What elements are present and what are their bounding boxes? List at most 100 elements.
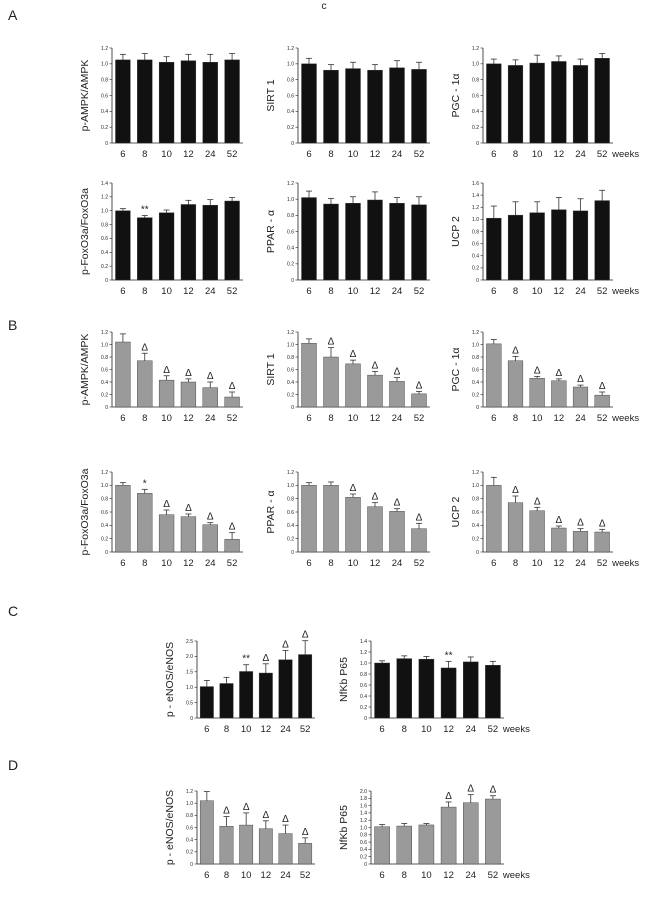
y-tick-label: 0: [476, 278, 479, 284]
y-tick-label: 0.6: [472, 367, 479, 373]
y-tick-label: 1.2: [360, 650, 367, 656]
x-tick-label: 8: [142, 149, 147, 160]
y-axis-label: p - eNOS/eNOS: [164, 790, 176, 865]
x-tick-label: 8: [142, 286, 147, 297]
bar-chart-16: 00.2 0.40.60.8 1.01.21.4 1.61.82.0 NfKb P65 6…: [338, 784, 530, 881]
y-tick-label: 1.2: [186, 789, 193, 795]
x-tick-label: 12: [183, 286, 194, 297]
x-tick-label: 52: [414, 558, 425, 569]
y-tick-label: 0.2: [287, 536, 294, 542]
significance-mark: Δ: [599, 381, 606, 392]
x-tick-label: 6: [120, 413, 125, 424]
x-tick-label: 8: [513, 558, 518, 569]
x-tick-label: 8: [328, 149, 333, 160]
x-tick-label: 8: [328, 558, 333, 569]
x-tick-label: 8: [328, 286, 333, 297]
x-axis-unit-label: weeks: [502, 724, 530, 735]
y-tick-label: 1.8: [360, 796, 367, 802]
x-tick-label: 6: [491, 286, 496, 297]
y-tick-label: 1.2: [472, 205, 479, 211]
y-tick-label: 0.4: [287, 109, 294, 115]
bar: [507, 214, 524, 281]
bar: [463, 661, 479, 719]
x-tick-label: 8: [142, 558, 147, 569]
bar: [411, 69, 427, 144]
y-axis-label: SIRT 1: [265, 79, 277, 111]
y-tick-label: 0: [105, 405, 108, 411]
bar: [323, 485, 339, 553]
y-tick-label: 0.2: [287, 125, 294, 131]
bar: [572, 531, 589, 553]
x-tick-label: 10: [348, 558, 359, 569]
bar: [486, 63, 502, 144]
y-tick-label: 1.2: [287, 181, 294, 187]
bar: [115, 485, 131, 553]
significance-mark: Δ: [512, 345, 519, 356]
bar: [137, 217, 153, 281]
y-tick-label: 1.0: [101, 62, 108, 68]
x-tick-label: 52: [227, 413, 238, 424]
y-tick-label: 0: [105, 141, 108, 147]
x-tick-label: 52: [414, 149, 425, 160]
x-tick-label: 12: [183, 149, 194, 160]
bar: [389, 511, 405, 553]
y-axis-label: UCP 2: [450, 216, 462, 247]
panel-label-b: B: [8, 317, 17, 333]
y-tick-label: 0.2: [101, 392, 108, 398]
bar: [137, 59, 153, 144]
x-tick-label: 12: [261, 870, 272, 881]
x-tick-label: 12: [554, 558, 565, 569]
y-tick-label: 0.8: [472, 496, 479, 502]
x-tick-label: 52: [300, 870, 311, 881]
significance-mark: Δ: [577, 374, 584, 385]
x-tick-label: 52: [597, 149, 608, 160]
y-axis-label: NfKb P65: [338, 657, 350, 702]
y-tick-label: 1.2: [287, 46, 294, 52]
bar: [278, 833, 293, 865]
x-tick-label: 8: [142, 413, 147, 424]
y-tick-label: 0.8: [186, 813, 193, 819]
y-tick-label: 0.8: [360, 672, 367, 678]
x-tick-label: 12: [370, 558, 381, 569]
bar: [463, 802, 479, 865]
y-tick-label: 1.5: [186, 670, 193, 676]
x-tick-label: 6: [306, 149, 311, 160]
y-tick-label: 1.0: [287, 62, 294, 68]
bar: [115, 59, 131, 144]
bar: [202, 62, 218, 144]
y-tick-label: 0.8: [360, 833, 367, 839]
bar: [594, 394, 610, 408]
y-axis-label: p-FoxO3a/FoxO3a: [79, 188, 91, 275]
y-tick-label: 0.8: [101, 222, 108, 228]
y-tick-label: 0.6: [287, 510, 294, 516]
significance-mark: Δ: [555, 515, 562, 526]
bar: [411, 528, 427, 553]
y-tick-label: 1.2: [101, 330, 108, 336]
bar: [202, 204, 218, 281]
y-tick-label: 0.6: [186, 825, 193, 831]
y-tick-label: 0: [291, 405, 294, 411]
x-tick-label: 24: [205, 286, 216, 297]
significance-mark: Δ: [185, 503, 192, 514]
x-tick-label: 12: [261, 724, 272, 735]
x-tick-label: 24: [575, 149, 586, 160]
bar: [529, 378, 545, 408]
x-tick-label: 24: [280, 870, 291, 881]
bar: [158, 62, 175, 144]
x-tick-label: 24: [465, 870, 476, 881]
bar: [345, 497, 361, 553]
y-tick-label: 0.2: [101, 125, 108, 131]
y-tick-label: 0.4: [472, 523, 479, 529]
y-tick-label: 0.4: [472, 380, 479, 386]
y-tick-label: 2.5: [186, 639, 193, 645]
bar: [507, 65, 524, 144]
bar: [389, 67, 405, 144]
x-tick-label: 10: [532, 413, 543, 424]
y-tick-label: 0.8: [472, 229, 479, 235]
y-tick-label: 1.0: [186, 801, 193, 807]
bar: [301, 197, 317, 281]
bar: [323, 356, 339, 408]
bar: [199, 800, 214, 865]
y-tick-label: 2.0: [360, 789, 367, 795]
x-tick-label: 52: [227, 286, 238, 297]
